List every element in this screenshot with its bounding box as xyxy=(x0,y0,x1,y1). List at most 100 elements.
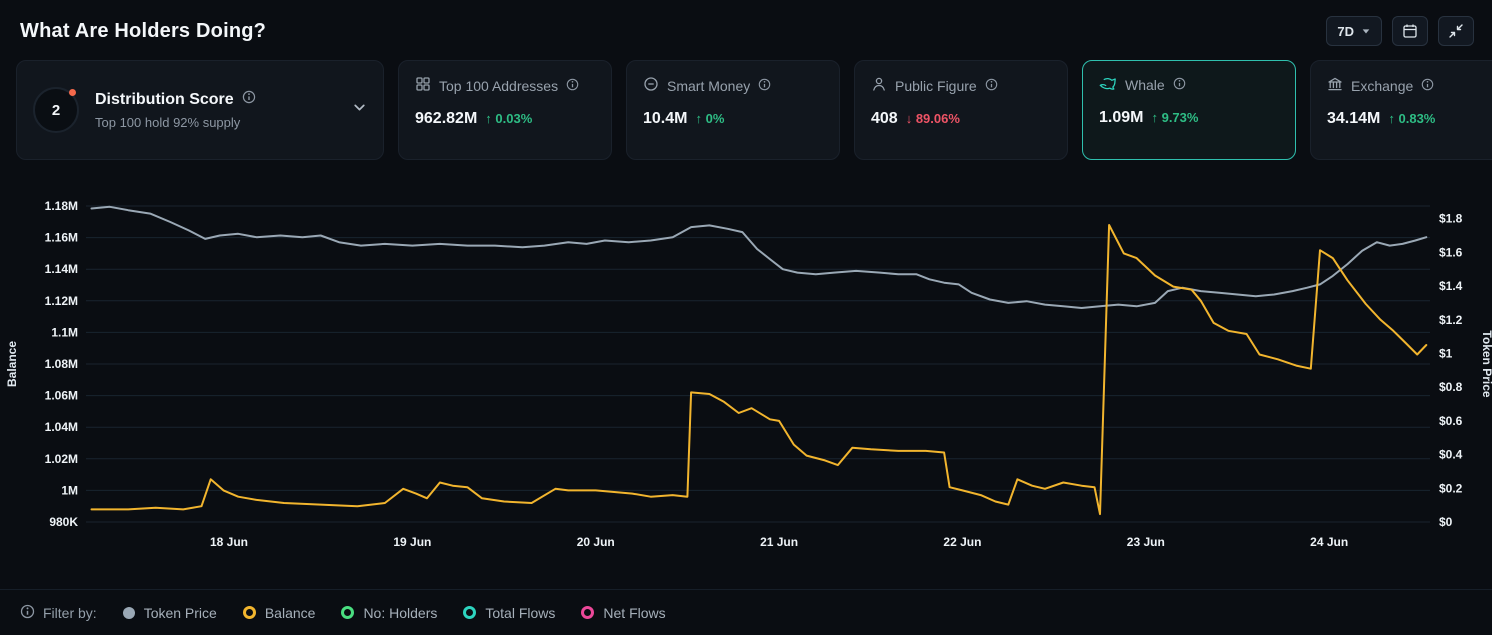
info-icon[interactable] xyxy=(20,604,35,622)
svg-text:1.16M: 1.16M xyxy=(45,231,78,245)
token-price-marker xyxy=(122,606,135,619)
svg-text:23 Jun: 23 Jun xyxy=(1127,535,1165,549)
svg-text:1.02M: 1.02M xyxy=(45,452,78,466)
svg-text:1.14M: 1.14M xyxy=(45,262,78,276)
svg-text:1.12M: 1.12M xyxy=(45,294,78,308)
svg-text:18 Jun: 18 Jun xyxy=(210,535,248,549)
header-controls: 7D xyxy=(1326,16,1474,46)
holder-category-cards: 2 Distribution Score Top 100 hold 92% su… xyxy=(0,54,1492,160)
card-value: 962.82M xyxy=(415,110,478,127)
svg-text:1.06M: 1.06M xyxy=(45,389,78,403)
no-holders-marker xyxy=(341,606,355,619)
svg-text:980K: 980K xyxy=(49,515,78,529)
svg-text:1.08M: 1.08M xyxy=(45,357,78,371)
legend-item-token-price[interactable]: Token Price xyxy=(122,604,217,621)
svg-text:$0: $0 xyxy=(1439,515,1453,529)
card-public-figure[interactable]: Public Figure 408 ↓ 89.06% xyxy=(854,60,1068,160)
svg-text:$1.4: $1.4 xyxy=(1439,279,1463,293)
card-change: ↑ 0% xyxy=(695,111,725,126)
svg-text:1M: 1M xyxy=(61,483,78,497)
legend-item-total-flows[interactable]: Total Flows xyxy=(463,605,555,621)
legend-label: No: Holders xyxy=(363,604,438,621)
legend-item-net-flows[interactable]: Net Flows xyxy=(581,604,666,621)
grid-icon xyxy=(415,76,431,95)
calendar-icon xyxy=(1402,23,1418,39)
distribution-score-value: 2 xyxy=(51,101,61,119)
card-value: 34.14M xyxy=(1327,110,1381,127)
svg-text:$0.4: $0.4 xyxy=(1439,448,1463,462)
card-value: 1.09M xyxy=(1099,109,1144,126)
legend-label: Token Price xyxy=(143,604,217,621)
total-flows-marker xyxy=(463,606,477,619)
card-exchange[interactable]: Exchange 34.14M ↑ 0.83% xyxy=(1310,60,1492,160)
card-label: Whale xyxy=(1125,77,1165,93)
collapse-icon xyxy=(1448,23,1464,39)
card-top-100-addresses[interactable]: Top 100 Addresses 962.82M ↑ 0.03% xyxy=(398,60,612,160)
svg-text:22 Jun: 22 Jun xyxy=(943,535,981,549)
bank-icon xyxy=(1327,76,1343,95)
legend-label: Total Flows xyxy=(485,604,556,621)
timeframe-dropdown[interactable]: 7D xyxy=(1326,16,1382,46)
chevron-down-icon xyxy=(1361,26,1371,36)
card-value: 408 xyxy=(871,110,898,127)
distribution-score-card[interactable]: 2 Distribution Score Top 100 hold 92% su… xyxy=(16,60,384,160)
coin-icon xyxy=(643,76,659,95)
card-change: ↓ 89.06% xyxy=(905,111,960,126)
collapse-button[interactable] xyxy=(1438,16,1474,46)
card-change: ↑ 0.83% xyxy=(1388,111,1436,126)
holders-chart-canvas[interactable]: 980K 1M 1.02M 1.04M 1.06M 1.08M 1.1M 1.12M 1.14M… xyxy=(6,190,1492,558)
distribution-score-subtitle: Top 100 hold 92% supply xyxy=(95,115,241,130)
person-icon xyxy=(871,76,887,95)
distribution-score-gauge: 2 xyxy=(33,87,79,133)
info-icon[interactable] xyxy=(566,78,579,94)
card-change: ↑ 9.73% xyxy=(1151,110,1199,125)
calendar-button[interactable] xyxy=(1392,16,1428,46)
svg-text:21 Jun: 21 Jun xyxy=(760,535,798,549)
info-icon[interactable] xyxy=(1421,78,1434,94)
filter-by-label: Filter by: xyxy=(20,604,97,622)
page-title: What Are Holders Doing? xyxy=(20,19,267,42)
card-whale[interactable]: Whale 1.09M ↑ 9.73% xyxy=(1082,60,1296,160)
card-smart-money[interactable]: Smart Money 10.4M ↑ 0% xyxy=(626,60,840,160)
chart-legend: Filter by: Token Price Balance No: Holde… xyxy=(0,589,1492,635)
info-icon[interactable] xyxy=(1173,77,1186,93)
svg-text:$1.2: $1.2 xyxy=(1439,313,1463,327)
net-flows-marker xyxy=(581,606,595,619)
legend-label: Balance xyxy=(264,604,316,621)
legend-label: Net Flows xyxy=(603,604,666,621)
svg-text:19 Jun: 19 Jun xyxy=(393,535,431,549)
svg-text:1.18M: 1.18M xyxy=(45,199,78,213)
whale-icon xyxy=(1099,76,1117,94)
balance-price-chart[interactable]: 980K 1M 1.02M 1.04M 1.06M 1.08M 1.1M 1.12M 1.14M… xyxy=(0,190,1492,558)
svg-text:$0.6: $0.6 xyxy=(1439,414,1463,428)
info-icon[interactable] xyxy=(242,90,256,109)
card-value: 10.4M xyxy=(643,110,688,127)
chevron-down-icon[interactable] xyxy=(352,100,367,120)
svg-text:$1.8: $1.8 xyxy=(1439,212,1463,226)
timeframe-label: 7D xyxy=(1337,23,1354,39)
svg-text:$1.6: $1.6 xyxy=(1439,245,1463,259)
card-label: Smart Money xyxy=(667,77,751,94)
legend-item-balance[interactable]: Balance xyxy=(242,604,316,621)
info-icon[interactable] xyxy=(758,78,771,94)
svg-text:$0.8: $0.8 xyxy=(1439,380,1463,394)
info-icon[interactable] xyxy=(985,78,998,94)
score-indicator-dot xyxy=(69,89,76,96)
svg-text:$1: $1 xyxy=(1439,346,1453,360)
legend-item-no-holders[interactable]: No: Holders xyxy=(341,605,437,621)
panel-header: What Are Holders Doing? 7D xyxy=(0,0,1492,54)
svg-text:1.04M: 1.04M xyxy=(45,420,78,434)
card-label: Exchange xyxy=(1351,77,1414,94)
svg-text:$0.2: $0.2 xyxy=(1439,481,1463,495)
svg-text:20 Jun: 20 Jun xyxy=(577,535,615,549)
svg-text:24 Jun: 24 Jun xyxy=(1310,535,1348,549)
svg-text:1.1M: 1.1M xyxy=(51,325,78,339)
distribution-score-title: Distribution Score xyxy=(95,90,234,108)
card-change: ↑ 0.03% xyxy=(485,111,533,126)
card-label: Public Figure xyxy=(895,77,977,94)
svg-text:Balance: Balance xyxy=(6,341,19,387)
svg-text:Token Price: Token Price xyxy=(1480,330,1492,397)
card-label: Top 100 Addresses xyxy=(439,77,559,94)
balance-marker xyxy=(242,606,256,619)
